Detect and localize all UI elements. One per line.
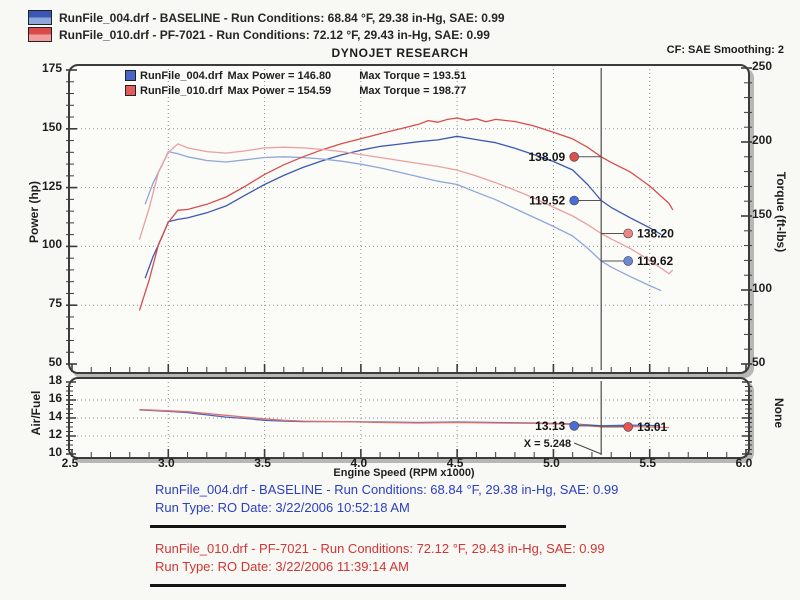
tick-label: 6.0 xyxy=(735,456,753,470)
cursor-marker xyxy=(569,421,579,431)
run2-footer-line1: RunFile_010.drf - PF-7021 - Run Conditio… xyxy=(155,541,605,556)
run1-footer-line1: RunFile_004.drf - BASELINE - Run Conditi… xyxy=(155,482,619,497)
tick-label: 18 xyxy=(48,373,62,387)
tick-label: 200 xyxy=(752,133,773,147)
max-values-row-2: RunFile_010.drf Max Power = 154.59 Max T… xyxy=(125,83,466,98)
report-title: DYNOJET RESEARCH xyxy=(331,46,469,60)
tick-label: 12 xyxy=(48,427,62,441)
tick-label: 125 xyxy=(41,178,62,193)
header-legend-row-2: RunFile_010.drf - PF-7021 - Run Conditio… xyxy=(28,27,490,42)
header-legend-row-1: RunFile_004.drf - BASELINE - Run Conditi… xyxy=(28,10,505,25)
cursor-marker xyxy=(623,228,633,239)
tick-label: 50 xyxy=(48,355,62,369)
power-torque-chart: 138.09 119.52 138.20 119.62 xyxy=(66,64,752,374)
tick-label: 175 xyxy=(41,61,62,75)
footer-divider-2 xyxy=(150,584,566,587)
run2-header-label: RunFile_010.drf - PF-7021 - Run Conditio… xyxy=(59,27,490,42)
run1-color-swatch xyxy=(28,10,52,25)
x-axis-title: Engine Speed (RPM x1000) xyxy=(333,467,475,479)
run2-file-name: RunFile_010.drf xyxy=(140,84,223,97)
runfile-010-drf-power-hp- xyxy=(138,117,674,311)
tick-label: 2.5 xyxy=(61,456,79,470)
tick-label: 5.5 xyxy=(639,456,657,470)
right-channel-title: None xyxy=(772,398,786,428)
run2-color-swatch xyxy=(28,27,52,42)
max-values-row-1: RunFile_004.drf Max Power = 146.80 Max T… xyxy=(125,68,466,83)
cursor-value-label: 138.09 xyxy=(528,150,565,164)
cursor-value-label: 13.01 xyxy=(637,420,667,434)
footer-divider-1 xyxy=(150,525,566,528)
tick-label: 50 xyxy=(752,355,766,369)
cursor-x-caption: X = 5.248 xyxy=(524,438,571,450)
cursor-value-label: 119.52 xyxy=(529,193,565,207)
tick-label: 250 xyxy=(752,59,773,73)
run2-max-torque: Max Torque = 198.77 xyxy=(359,84,467,97)
run2-legend-swatch xyxy=(125,85,136,96)
run1-footer-line2: Run Type: RO Date: 3/22/2006 10:52:18 AM xyxy=(155,500,410,515)
tick-label: 150 xyxy=(752,207,773,221)
tick-label: 3.5 xyxy=(254,456,271,470)
run1-max-torque: Max Torque = 193.51 xyxy=(359,69,467,82)
runfile-010-drf-torque-ft-lbs- xyxy=(138,143,674,275)
correction-smoothing-label: CF: SAE Smoothing: 2 xyxy=(666,44,784,56)
cursor-marker xyxy=(623,256,633,266)
run1-max-power: Max Power = 146.80 xyxy=(227,69,332,82)
cursor-marker xyxy=(569,195,579,206)
runfile-004-drf-torque-ft-lbs- xyxy=(144,150,662,292)
tick-label: 75 xyxy=(48,296,62,311)
cursor-value-label: 13.13 xyxy=(535,419,565,433)
tick-label: 100 xyxy=(752,281,773,295)
run2-footer-block: RunFile_010.drf - PF-7021 - Run Conditio… xyxy=(155,540,605,576)
air-fuel-chart: 13.13 13.01 X = 5.248 xyxy=(66,377,752,459)
tick-label: 5.0 xyxy=(543,456,560,470)
cursor-marker xyxy=(569,152,579,162)
run1-header-label: RunFile_004.drf - BASELINE - Run Conditi… xyxy=(59,10,505,25)
air-fuel-plot: 13.13 13.01 X = 5.248 xyxy=(66,381,752,457)
tick-label: 10 xyxy=(48,445,62,459)
cursor-marker xyxy=(623,422,633,432)
run1-legend-swatch xyxy=(125,70,136,81)
tick-label: 150 xyxy=(41,119,62,134)
run2-footer-line2: Run Type: RO Date: 3/22/2006 11:39:14 AM xyxy=(155,559,409,574)
power-torque-plot: 138.09 119.52 138.20 119.62 xyxy=(66,67,752,372)
cursor-value-label: 119.62 xyxy=(637,254,673,268)
tick-label: 4.0 xyxy=(350,456,368,470)
runfile-004-drf-power-hp- xyxy=(144,135,662,279)
tick-label: 100 xyxy=(41,237,62,252)
tick-label: 4.5 xyxy=(446,456,464,470)
run1-footer-block: RunFile_004.drf - BASELINE - Run Conditi… xyxy=(155,481,618,517)
run1-file-name: RunFile_004.drf xyxy=(140,69,223,82)
cursor-value-label: 138.20 xyxy=(637,226,674,240)
tick-label: 3.0 xyxy=(157,456,175,470)
max-values-legend: RunFile_004.drf Max Power = 146.80 Max T… xyxy=(125,68,466,98)
tick-label: 14 xyxy=(48,409,62,423)
run2-max-power: Max Power = 154.59 xyxy=(227,84,332,97)
tick-label: 16 xyxy=(48,391,62,405)
